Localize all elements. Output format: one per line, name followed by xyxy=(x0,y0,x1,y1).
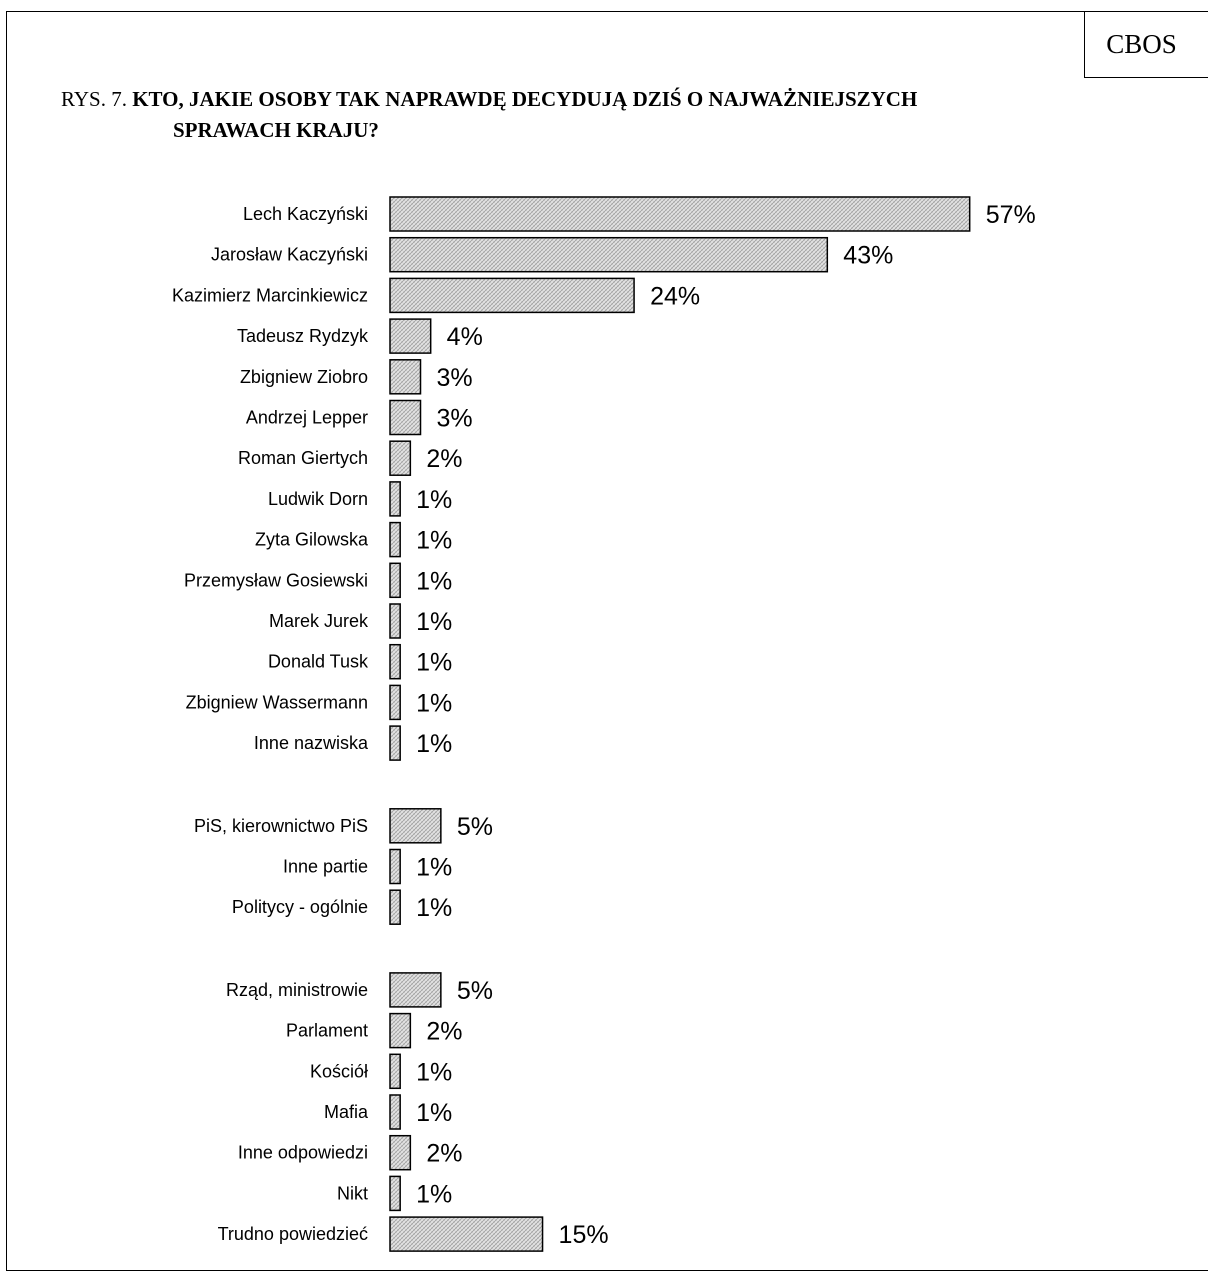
bar xyxy=(389,643,401,680)
category-label: Zyta Gilowska xyxy=(255,530,369,550)
category-label: Nikt xyxy=(337,1183,368,1203)
category-label: Trudno powiedzieć xyxy=(218,1224,368,1244)
bar xyxy=(389,481,401,517)
title-line-1: KTO, JAKIE OSOBY TAK NAPRAWDĘ DECYDUJĄ D… xyxy=(132,87,918,111)
category-label: Tadeusz Rydzyk xyxy=(237,326,369,346)
value-label: 15% xyxy=(559,1221,609,1249)
category-label: Donald Tusk xyxy=(268,652,369,672)
value-label: 1% xyxy=(416,567,452,595)
value-label: 3% xyxy=(437,364,473,392)
category-label: Rząd, ministrowie xyxy=(226,980,368,1000)
category-label: PiS, kierownictwo PiS xyxy=(194,816,368,836)
title-line-2: SPRAWACH KRAJU? xyxy=(173,118,379,142)
bar xyxy=(389,1216,544,1252)
value-label: 1% xyxy=(416,1180,452,1208)
value-label: 43% xyxy=(843,242,893,270)
category-label: Parlament xyxy=(286,1021,368,1041)
bar xyxy=(389,562,401,599)
value-label: 2% xyxy=(426,1140,462,1168)
bar xyxy=(389,440,412,476)
value-label: 5% xyxy=(457,977,493,1005)
category-label: Zbigniew Wassermann xyxy=(186,692,368,712)
category-label: Mafia xyxy=(324,1102,369,1122)
category-label: Kościół xyxy=(310,1061,368,1081)
bar xyxy=(389,972,442,1008)
bar xyxy=(389,889,401,925)
bar xyxy=(389,848,401,885)
value-label: 5% xyxy=(457,813,493,841)
figure-number: RYS. 7. xyxy=(61,87,127,111)
category-label: Kazimierz Marcinkiewicz xyxy=(172,285,368,305)
value-label: 24% xyxy=(650,282,700,310)
bar xyxy=(389,1094,401,1130)
category-label: Lech Kaczyński xyxy=(243,204,368,224)
value-label: 2% xyxy=(426,445,462,473)
category-label: Jarosław Kaczyński xyxy=(211,245,368,265)
bar xyxy=(389,196,971,232)
bar xyxy=(389,1012,412,1049)
category-label: Politycy - ogólnie xyxy=(232,897,368,917)
bar xyxy=(389,318,432,354)
category-label: Zbigniew Ziobro xyxy=(240,367,368,387)
bar xyxy=(389,725,401,761)
bar xyxy=(389,1134,412,1171)
bar xyxy=(389,808,442,844)
category-label: Marek Jurek xyxy=(269,611,369,631)
bar xyxy=(389,1053,401,1090)
value-label: 1% xyxy=(416,1099,452,1127)
value-label: 1% xyxy=(416,854,452,882)
brand-label: CBOS xyxy=(1084,11,1208,78)
value-label: 1% xyxy=(416,527,452,555)
value-label: 4% xyxy=(447,323,483,351)
value-label: 1% xyxy=(416,689,452,717)
bar xyxy=(389,1175,401,1212)
value-label: 1% xyxy=(416,486,452,514)
value-label: 1% xyxy=(416,608,452,636)
bar xyxy=(389,277,635,314)
bar xyxy=(389,603,401,639)
category-label: Roman Giertych xyxy=(238,448,368,468)
bar xyxy=(389,236,829,273)
category-label: Andrzej Lepper xyxy=(246,408,368,428)
category-label: Inne nazwiska xyxy=(254,733,369,753)
value-label: 1% xyxy=(416,1058,452,1086)
value-label: 1% xyxy=(416,894,452,922)
figure-title: RYS. 7. KTO, JAKIE OSOBY TAK NAPRAWDĘ DE… xyxy=(61,84,1061,146)
value-label: 57% xyxy=(986,201,1036,229)
category-label: Inne odpowiedzi xyxy=(238,1143,368,1163)
bar xyxy=(389,521,401,558)
value-label: 1% xyxy=(416,649,452,677)
bar xyxy=(389,399,422,436)
value-label: 2% xyxy=(426,1018,462,1046)
value-label: 3% xyxy=(437,405,473,433)
bar xyxy=(389,684,401,721)
category-label: Inne partie xyxy=(283,857,368,877)
category-label: Przemysław Gosiewski xyxy=(184,570,368,590)
category-label: Ludwik Dorn xyxy=(268,489,368,509)
value-label: 1% xyxy=(416,730,452,758)
bar xyxy=(389,359,422,395)
